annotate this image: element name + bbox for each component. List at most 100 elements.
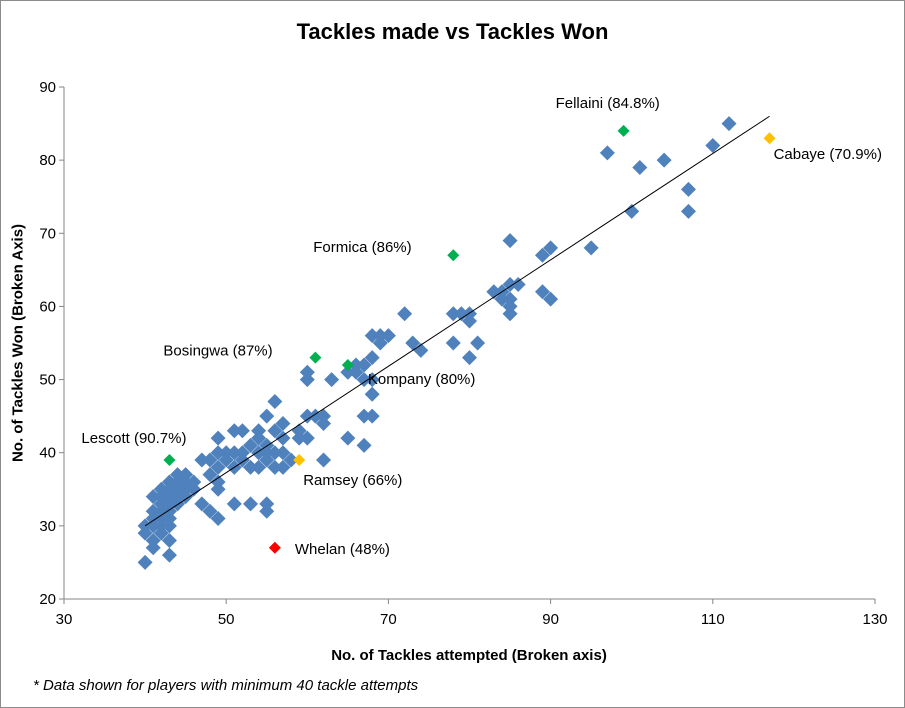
x-axis-label: No. of Tackles attempted (Broken axis)	[331, 647, 607, 664]
data-point	[445, 306, 461, 322]
data-point	[267, 394, 283, 410]
data-point	[348, 357, 364, 373]
data-point	[502, 291, 518, 307]
data-point	[316, 452, 332, 468]
data-point	[226, 445, 242, 461]
data-point	[721, 116, 737, 132]
data-point	[470, 335, 486, 351]
data-point	[583, 240, 599, 256]
data-point	[210, 445, 226, 461]
data-point	[307, 408, 323, 424]
data-point	[194, 496, 210, 512]
y-tick-label: 30	[39, 518, 56, 535]
data-point	[356, 437, 372, 453]
data-point	[202, 467, 218, 483]
data-point	[267, 423, 283, 439]
data-point	[705, 138, 721, 154]
data-point	[243, 459, 259, 475]
data-point	[251, 423, 267, 439]
y-tick-label: 40	[39, 445, 56, 462]
data-point	[486, 284, 502, 300]
data-point	[316, 408, 332, 424]
data-point	[632, 159, 648, 175]
x-tick-label: 70	[380, 611, 397, 628]
highlight-point	[309, 351, 322, 364]
data-point	[462, 306, 477, 322]
data-point	[234, 423, 250, 439]
data-point	[251, 459, 267, 475]
point-annotation: Formica (86%)	[313, 239, 411, 256]
y-tick-label: 20	[39, 591, 56, 608]
data-point	[267, 459, 283, 475]
data-point	[210, 511, 226, 527]
data-point	[680, 203, 696, 219]
data-point	[624, 203, 640, 219]
data-point	[275, 430, 291, 446]
data-point	[145, 489, 161, 505]
data-point	[543, 291, 559, 307]
chart-title: Tackles made vs Tackles Won	[296, 19, 609, 44]
data-point	[364, 408, 380, 424]
data-point	[364, 386, 380, 402]
y-tick-label: 70	[39, 225, 56, 242]
highlight-point	[617, 124, 630, 137]
data-point	[226, 423, 242, 439]
data-point	[259, 496, 275, 512]
data-point	[145, 532, 161, 548]
point-annotation: Whelan (48%)	[295, 541, 390, 558]
y-tick-label: 90	[39, 79, 56, 96]
data-point	[534, 284, 550, 300]
x-tick-label: 110	[701, 611, 725, 628]
point-annotation: Lescott (90.7%)	[81, 430, 186, 447]
data-point	[405, 335, 421, 351]
footnote: * Data shown for players with minimum 40…	[33, 677, 419, 694]
data-point	[226, 496, 242, 512]
data-point	[194, 452, 210, 468]
data-point	[364, 328, 380, 344]
data-point	[510, 276, 526, 292]
highlight-point	[447, 249, 460, 262]
data-point	[299, 364, 315, 380]
x-tick-label: 50	[218, 611, 235, 628]
data-point	[299, 408, 315, 424]
data-point	[275, 415, 291, 431]
data-point	[340, 364, 356, 380]
data-point	[161, 474, 177, 490]
data-point	[259, 437, 275, 453]
data-point	[186, 474, 202, 490]
data-point	[324, 372, 340, 388]
data-point	[202, 452, 218, 468]
y-axis-label: No. of Tackles Won (Broken Axis)	[9, 223, 27, 463]
highlight-point	[763, 132, 776, 145]
data-point	[259, 408, 275, 424]
data-point	[178, 467, 194, 483]
data-point	[283, 452, 299, 468]
highlight-point	[163, 454, 176, 467]
x-tick-label: 130	[862, 611, 887, 628]
data-point	[372, 328, 388, 344]
data-point	[445, 335, 461, 351]
y-tick-label: 60	[39, 298, 56, 315]
data-point	[656, 152, 672, 168]
data-point	[356, 357, 372, 373]
highlight-point	[341, 358, 354, 371]
data-point	[170, 467, 186, 483]
data-point	[275, 445, 291, 461]
point-annotation: Cabaye (70.9%)	[774, 146, 882, 163]
data-point	[267, 445, 283, 461]
data-point	[462, 350, 477, 366]
data-point	[364, 372, 380, 388]
x-tick-label: 30	[56, 611, 73, 628]
data-point	[599, 145, 615, 161]
point-annotation: Ramsey (66%)	[303, 472, 402, 489]
data-point	[145, 503, 161, 519]
data-point	[356, 372, 372, 388]
data-point	[137, 554, 153, 570]
point-annotation: Bosingwa (87%)	[163, 343, 272, 360]
data-point	[243, 496, 259, 512]
data-point	[340, 430, 356, 446]
highlight-point	[293, 454, 306, 467]
data-point	[218, 445, 234, 461]
data-point	[397, 306, 413, 322]
